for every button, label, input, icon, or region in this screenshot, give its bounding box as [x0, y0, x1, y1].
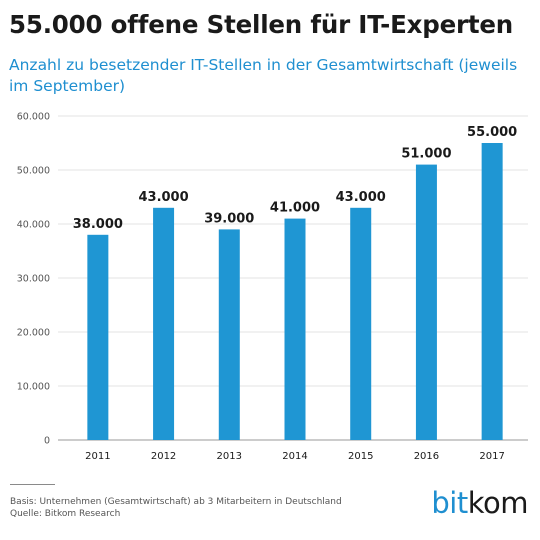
y-tick-label: 50.000: [17, 166, 50, 177]
y-tick-label: 60.000: [17, 112, 50, 123]
bar: [218, 229, 240, 440]
x-tick-label: 2014: [282, 451, 307, 462]
y-tick-label: 10.000: [17, 382, 50, 393]
x-axis-ticks: 2011 2012 2013 2014 2015 2016 2017: [85, 451, 505, 462]
bar-chart: 0 10.000 20.000 30.000 40.000 50.000 60.000 38…: [17, 112, 528, 462]
y-tick-label: 20.000: [17, 328, 50, 339]
x-tick-label: 2016: [414, 451, 439, 462]
page-title: 55.000 offene Stellen für IT-Experten: [9, 10, 514, 39]
bars: [87, 143, 503, 440]
y-tick-label: 40.000: [17, 220, 50, 231]
logo-text-kom: kom: [467, 486, 529, 520]
footnote-divider: [10, 484, 55, 485]
y-axis-ticks: 0 10.000 20.000 30.000 40.000 50.000 60.000: [17, 112, 50, 447]
footnote-source: Quelle: Bitkom Research: [10, 509, 121, 519]
y-tick-label: 0: [44, 436, 50, 447]
footnote: Basis: Unternehmen (Gesamtwirtschaft) ab…: [10, 496, 342, 520]
bar-value-label: 38.000: [73, 217, 123, 232]
bar: [481, 143, 503, 440]
bar-value-label: 55.000: [467, 125, 517, 140]
x-tick-label: 2015: [348, 451, 373, 462]
page-subtitle: Anzahl zu besetzender IT-Stellen in der …: [9, 56, 518, 95]
bar: [415, 164, 437, 440]
y-tick-label: 30.000: [17, 274, 50, 285]
bar: [87, 234, 109, 440]
bar: [350, 207, 372, 440]
bar-value-label: 43.000: [336, 190, 386, 205]
x-tick-label: 2017: [479, 451, 504, 462]
footnote-basis: Basis: Unternehmen (Gesamtwirtschaft) ab…: [10, 497, 342, 507]
x-tick-label: 2012: [151, 451, 176, 462]
bar-value-label: 41.000: [270, 201, 320, 216]
x-tick-label: 2011: [85, 451, 110, 462]
x-tick-label: 2013: [217, 451, 242, 462]
bar-value-label: 51.000: [401, 147, 451, 162]
bar-value-labels: 38.000 43.000 39.000 41.000 43.000 51.000 55.0…: [73, 125, 517, 232]
bitkom-logo: bitkom: [431, 486, 528, 520]
bar: [284, 218, 306, 440]
bar-value-label: 39.000: [204, 211, 254, 226]
logo-text-bit: bit: [431, 486, 468, 520]
bar-value-label: 43.000: [138, 190, 188, 205]
bar: [153, 207, 175, 440]
